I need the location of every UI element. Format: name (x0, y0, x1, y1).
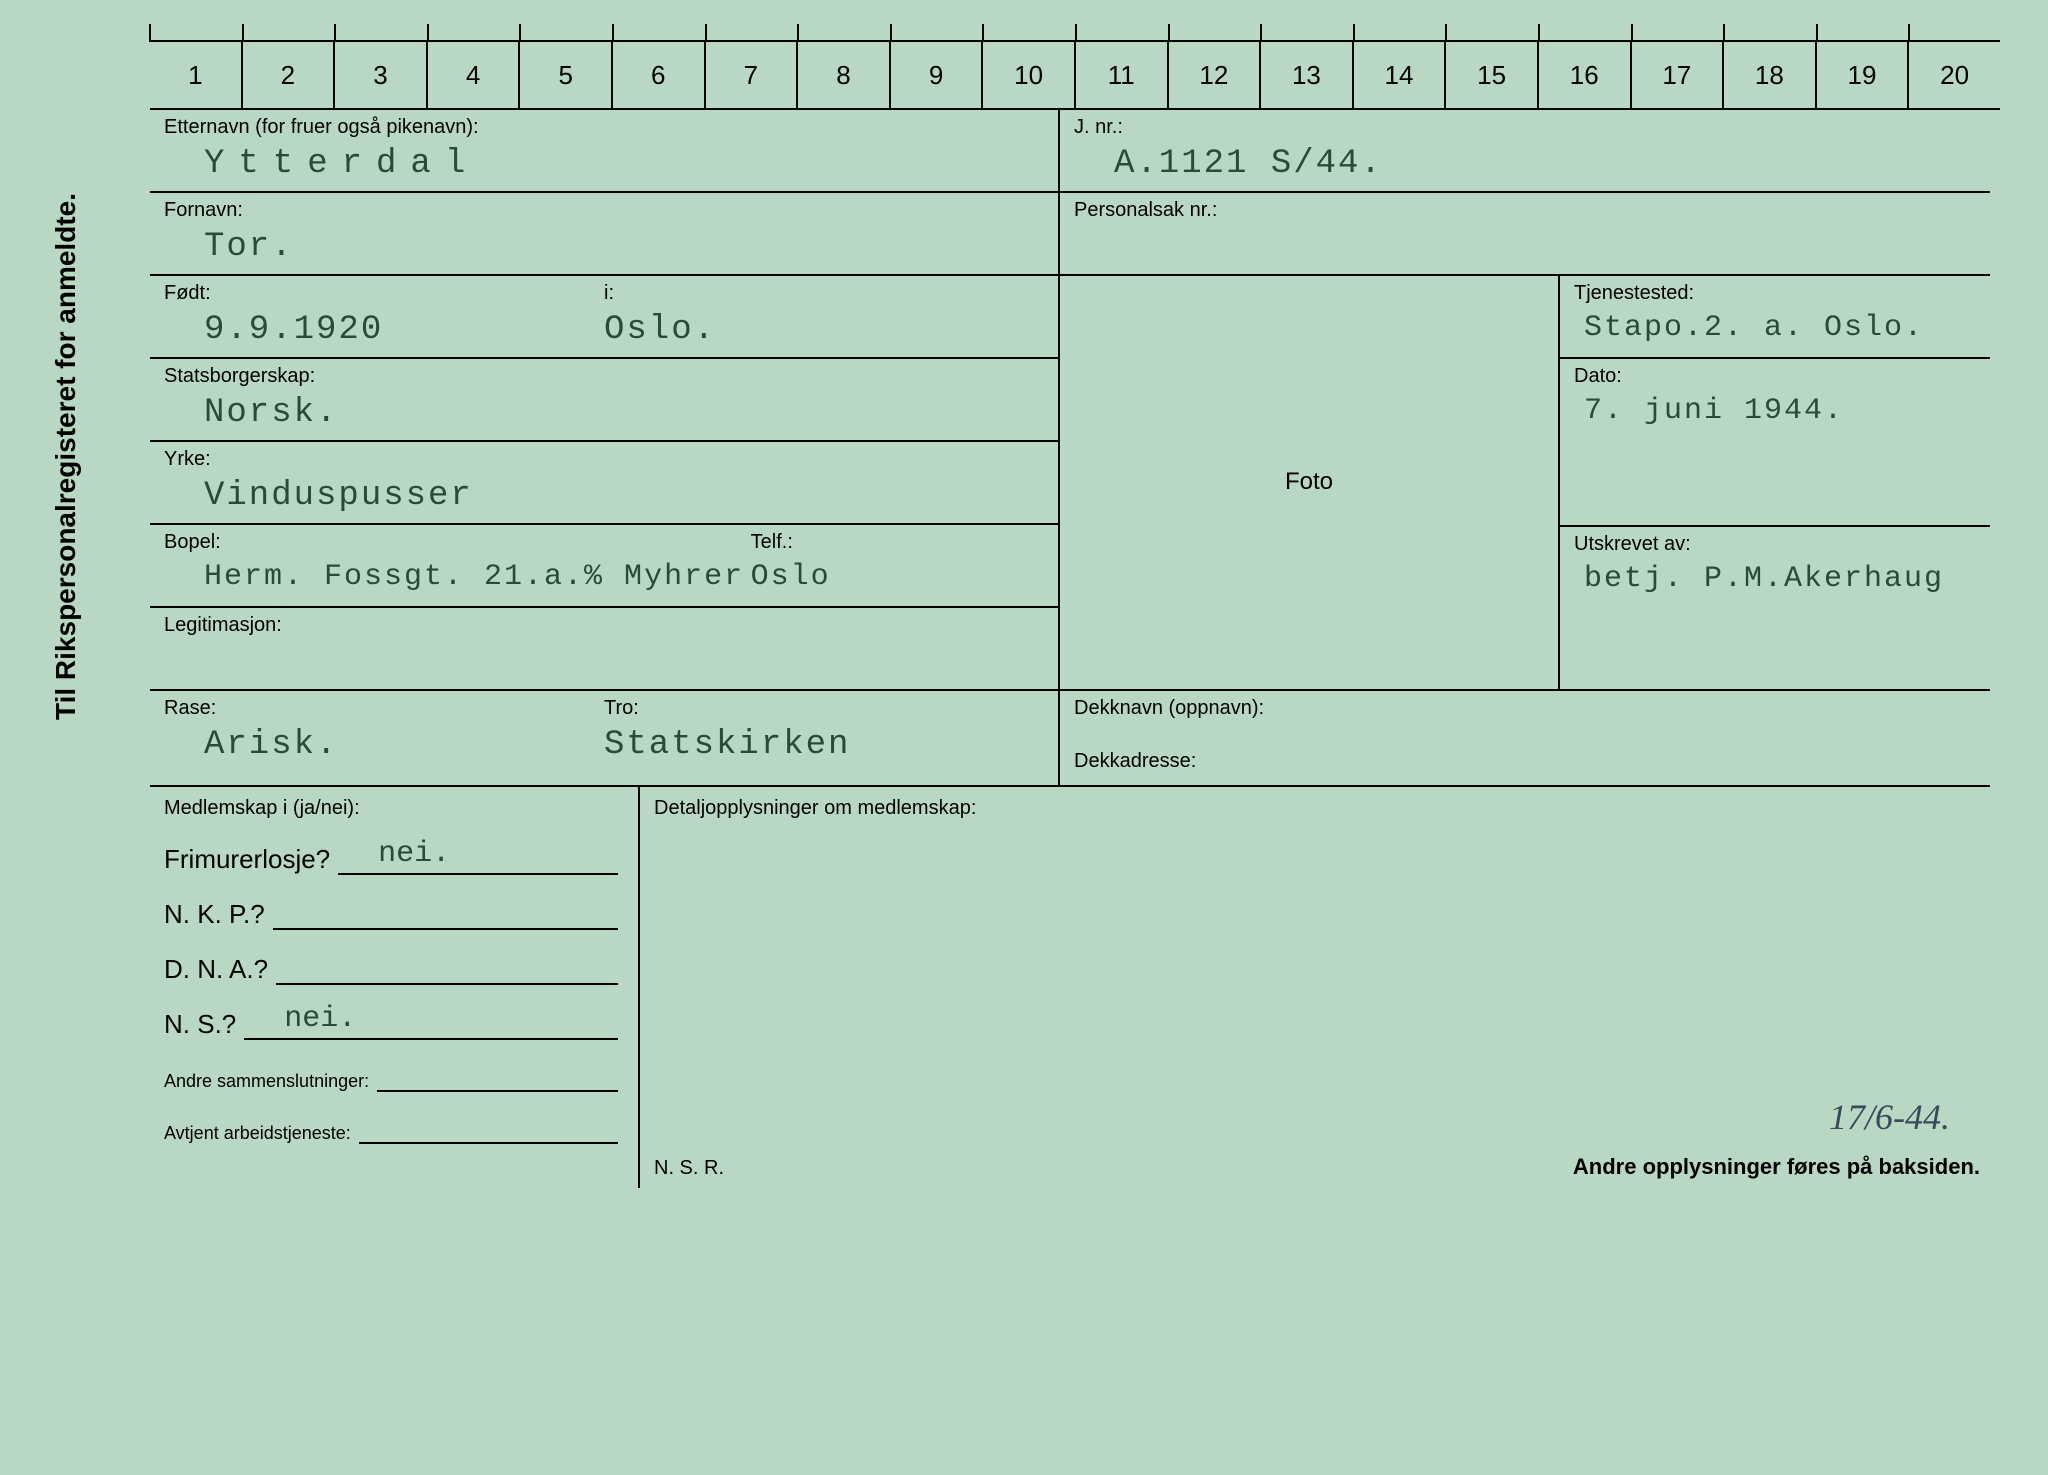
tjenestested-cell: Tjenestested: Stapo.2. a. Oslo. (1560, 276, 1990, 359)
andre-row: Andre sammenslutninger: (164, 1064, 618, 1092)
dato-cell: Dato: 7. juni 1944. (1560, 359, 1990, 525)
ns-value: nei. (284, 1002, 356, 1036)
ns-row: N. S.? nei. (164, 1009, 618, 1040)
nkp-label: N. K. P.? (164, 899, 265, 930)
etternavn-cell: Etternavn (for fruer også pikenavn): Ytt… (150, 110, 1060, 193)
footer-note: Andre opplysninger føres på baksiden. (1573, 1154, 1980, 1180)
dna-row: D. N. A.? (164, 954, 618, 985)
membership-section: Medlemskap i (ja/nei): Frimurerlosje? ne… (150, 787, 2000, 1188)
fodt-label: Født: (164, 282, 604, 305)
bopel-value: Herm. Fossgt. 21.a.% Myhrer (164, 560, 751, 598)
frimurer-label: Frimurerlosje? (164, 844, 330, 875)
dekknavn-label: Dekknavn (oppnavn): (1074, 697, 1976, 720)
ruler-cell: 1 (150, 42, 243, 108)
legitimasjon-value (164, 643, 1044, 681)
utskrevet-label: Utskrevet av: (1574, 533, 1976, 556)
tjenestested-value: Stapo.2. a. Oslo. (1574, 311, 1976, 349)
ruler-cell: 20 (1909, 42, 2000, 108)
personalsak-value (1074, 228, 1976, 266)
etternavn-label: Etternavn (for fruer også pikenavn): (164, 116, 1044, 139)
legitimasjon-cell: Legitimasjon: (150, 608, 1060, 691)
frimurer-value: nei. (378, 837, 450, 871)
yrke-value: Vinduspusser (164, 477, 1044, 515)
fodt-i-label: i: (604, 282, 1044, 305)
ruler-cell: 13 (1261, 42, 1354, 108)
dna-label: D. N. A.? (164, 954, 268, 985)
fornavn-label: Fornavn: (164, 199, 1044, 222)
foto-label: Foto (1285, 468, 1333, 496)
yrke-label: Yrke: (164, 448, 1044, 471)
fodt-cell: Født: i: 9.9.1920 Oslo. (150, 276, 1060, 359)
utskrevet-cell: Utskrevet av: betj. P.M.Akerhaug (1560, 525, 1990, 691)
frimurer-row: Frimurerlosje? nei. (164, 844, 618, 875)
record-card: Til Rikspersonalregisteret for anmeldte.… (90, 40, 2010, 1420)
statsborgerskap-cell: Statsborgerskap: Norsk. (150, 359, 1060, 442)
jnr-label: J. nr.: (1074, 116, 1976, 139)
fornavn-cell: Fornavn: Tor. (150, 193, 1060, 276)
dato-value: 7. juni 1944. (1574, 394, 1976, 432)
etternavn-value: Ytterdal (164, 145, 1044, 183)
membership-header: Medlemskap i (ja/nei): (164, 797, 618, 820)
sidebar-title: Til Rikspersonalregisteret for anmeldte. (50, 193, 82, 720)
jnr-cell: J. nr.: A.1121 S/44. (1060, 110, 1990, 193)
avtjent-label: Avtjent arbeidstjeneste: (164, 1123, 351, 1144)
handwritten-date: 17/6-44. (1829, 1096, 1950, 1138)
form-body: Etternavn (for fruer også pikenavn): Ytt… (150, 110, 2000, 787)
legitimasjon-label: Legitimasjon: (164, 614, 1044, 637)
bopel-label: Bopel: (164, 531, 751, 554)
detail-label: Detaljopplysninger om medlemskap: (654, 797, 1970, 820)
ruler-cell: 18 (1724, 42, 1817, 108)
membership-right: Detaljopplysninger om medlemskap: N. S. … (640, 787, 1990, 1188)
foto-box: Foto (1060, 276, 1560, 691)
jnr-value: A.1121 S/44. (1074, 145, 1976, 183)
bopel-cell: Bopel: Telf.: Herm. Fossgt. 21.a.% Myhre… (150, 525, 1060, 608)
ruler-cell: 5 (520, 42, 613, 108)
statsborgerskap-label: Statsborgerskap: (164, 365, 1044, 388)
tjenestested-label: Tjenestested: (1574, 282, 1976, 305)
ruler-cell: 9 (891, 42, 984, 108)
yrke-cell: Yrke: Vinduspusser (150, 442, 1060, 525)
utskrevet-value: betj. P.M.Akerhaug (1574, 562, 1976, 600)
ruler-cell: 12 (1169, 42, 1262, 108)
avtjent-row: Avtjent arbeidstjeneste: (164, 1116, 618, 1144)
ruler-cell: 3 (335, 42, 428, 108)
dekkadresse-label: Dekkadresse: (1074, 750, 1976, 773)
ruler-cell: 11 (1076, 42, 1169, 108)
ruler-cell: 10 (983, 42, 1076, 108)
telf-value: Oslo (751, 560, 1044, 598)
ruler-cell: 2 (243, 42, 336, 108)
ruler-cell: 6 (613, 42, 706, 108)
nkp-row: N. K. P.? (164, 899, 618, 930)
tro-value: Statskirken (604, 726, 1044, 764)
dato-label: Dato: (1574, 365, 1976, 388)
statsborgerskap-value: Norsk. (164, 394, 1044, 432)
ns-label: N. S.? (164, 1009, 236, 1040)
rase-tro-cell: Rase: Tro: Arisk. Statskirken (150, 691, 1060, 787)
fodt-i-value: Oslo. (604, 311, 1044, 349)
ruler-cell: 4 (428, 42, 521, 108)
ruler-cell: 15 (1446, 42, 1539, 108)
tro-label: Tro: (604, 697, 1044, 720)
andre-label: Andre sammenslutninger: (164, 1071, 369, 1092)
fodt-value: 9.9.1920 (164, 311, 604, 349)
ruler-cell: 16 (1539, 42, 1632, 108)
rase-value: Arisk. (164, 726, 604, 764)
fornavn-value: Tor. (164, 228, 1044, 266)
ruler-cell: 14 (1354, 42, 1447, 108)
rase-label: Rase: (164, 697, 604, 720)
personalsak-cell: Personalsak nr.: (1060, 193, 1990, 276)
telf-label: Telf.: (751, 531, 1044, 554)
ruler-cell: 19 (1817, 42, 1910, 108)
membership-left: Medlemskap i (ja/nei): Frimurerlosje? ne… (150, 787, 640, 1188)
dekk-cell: Dekknavn (oppnavn): Dekkadresse: (1060, 691, 1990, 787)
ruler-cell: 17 (1632, 42, 1725, 108)
personalsak-label: Personalsak nr.: (1074, 199, 1976, 222)
ruler-cell: 8 (798, 42, 891, 108)
nsr-text: N. S. R. (654, 1157, 724, 1180)
number-ruler: 1 2 3 4 5 6 7 8 9 10 11 12 13 14 15 16 1… (150, 40, 2000, 110)
ruler-cell: 7 (706, 42, 799, 108)
